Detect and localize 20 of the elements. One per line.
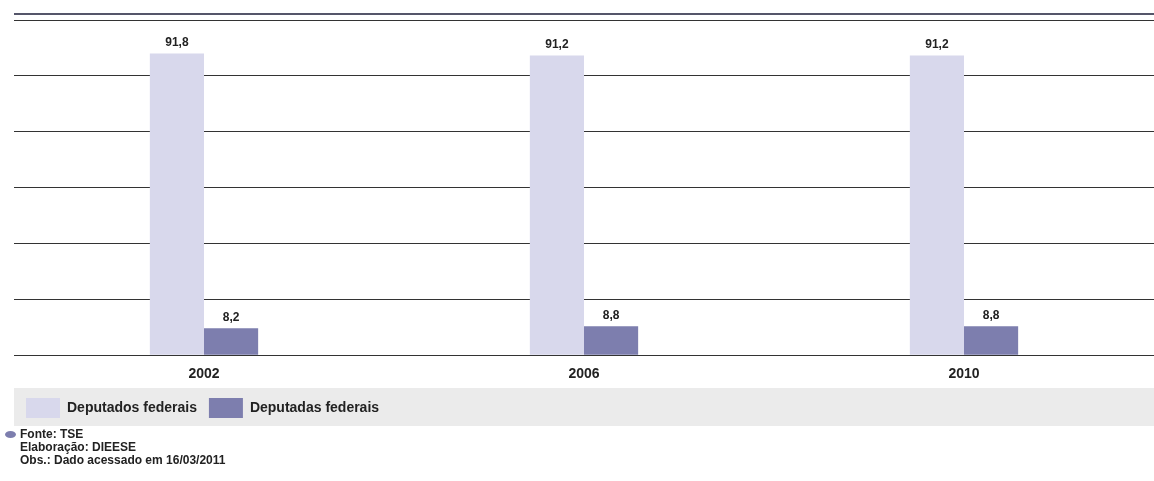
x-tick-label: 2010: [948, 365, 980, 382]
data-label: 91,2: [545, 36, 569, 51]
legend-label: Deputados federais: [67, 398, 198, 415]
data-label: 8,2: [222, 309, 240, 324]
bar: [204, 328, 259, 355]
data-label: 8,8: [602, 307, 620, 322]
bar: [529, 55, 584, 355]
x-tick-label: 2006: [568, 365, 600, 382]
text: Elaboração: DIEESE: [20, 440, 138, 454]
bar: [909, 55, 964, 355]
bar: [964, 326, 1019, 355]
data-label: 91,2: [925, 36, 949, 51]
text: Obs.: Dado acessado em 16/03/2011: [20, 453, 227, 467]
data-label: 8,8: [982, 307, 1000, 322]
data-label: 91,8: [165, 34, 189, 49]
legend-label: Deputadas federais: [249, 398, 380, 415]
x-tick-label: 2002: [188, 365, 220, 382]
bar: [149, 53, 204, 355]
source-note: Fonte: TSE: [20, 427, 85, 441]
bar: [584, 326, 639, 355]
